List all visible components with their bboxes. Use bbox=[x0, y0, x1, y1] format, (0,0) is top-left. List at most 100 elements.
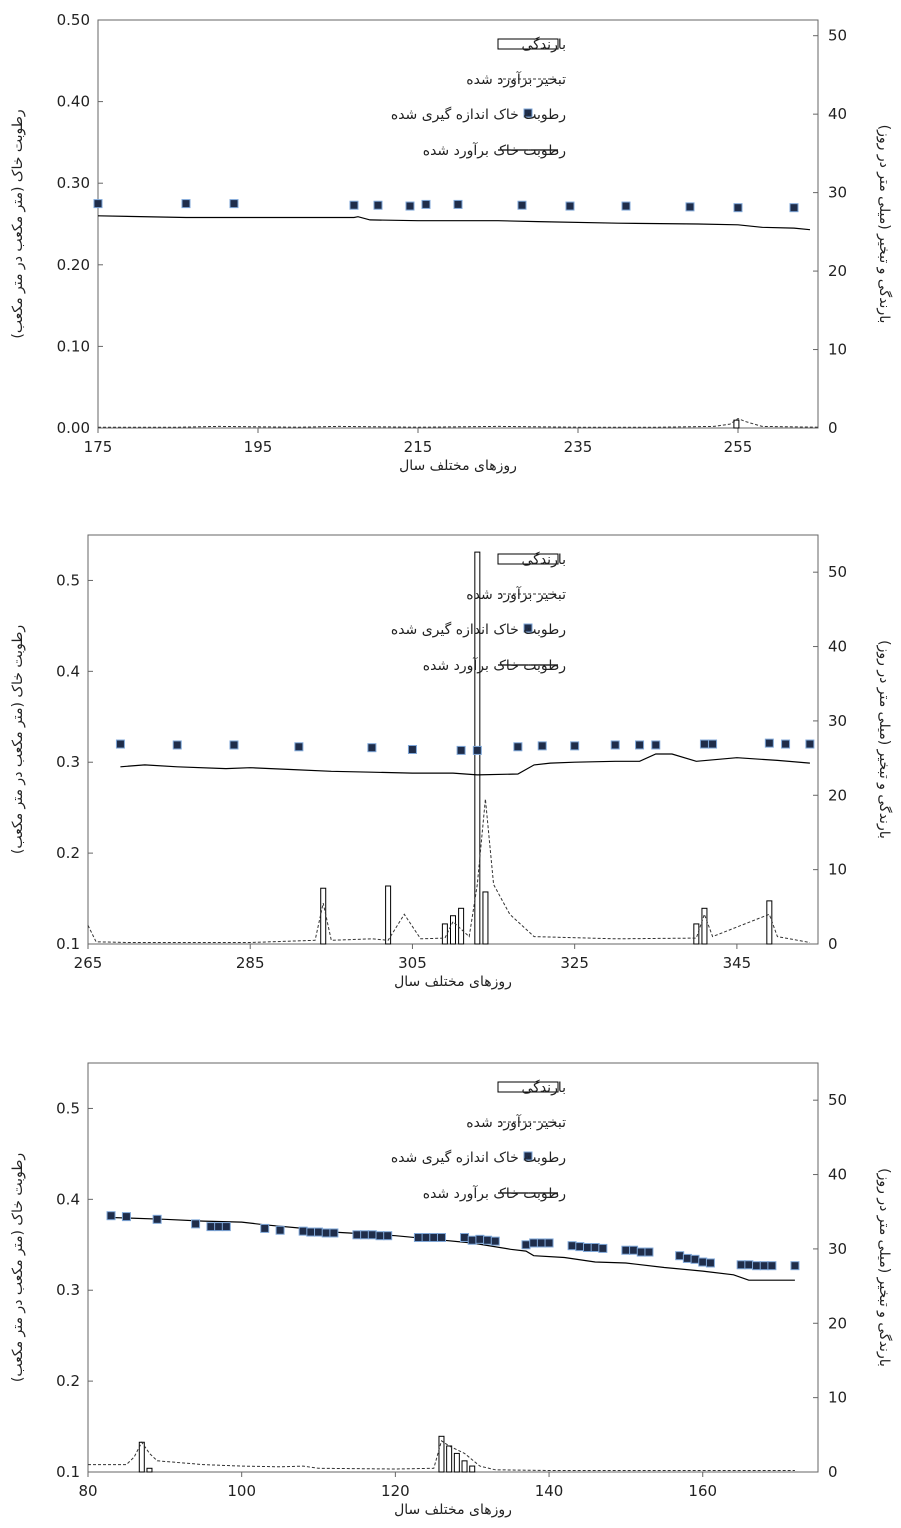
y-left-tick-label: 0.30 bbox=[57, 174, 90, 192]
measured-moisture-point bbox=[708, 739, 718, 749]
measured-moisture-point bbox=[644, 1247, 654, 1257]
measured-moisture-point bbox=[483, 1235, 493, 1245]
x-tick-label: 235 bbox=[564, 438, 593, 456]
y-right-tick-label: 0 bbox=[828, 935, 838, 953]
measured-moisture-point bbox=[214, 1222, 224, 1232]
y-right-tick-label: 0 bbox=[828, 419, 838, 437]
measured-moisture-point bbox=[349, 200, 359, 210]
legend-estimated-label: رطوبت خاک برآورد شده bbox=[423, 657, 566, 674]
estimated-moisture-line bbox=[120, 753, 810, 776]
y-right-tick-label: 10 bbox=[828, 1389, 847, 1407]
measured-moisture-point bbox=[490, 1236, 500, 1246]
measured-moisture-point bbox=[570, 741, 580, 751]
x-axis-title: روزهای مختلف سال bbox=[399, 458, 517, 474]
y-right-tick-label: 20 bbox=[828, 786, 847, 804]
x-tick-label: 140 bbox=[535, 1482, 564, 1500]
legend-measured-label: رطوبت خاک اندازه گیری شده bbox=[391, 621, 566, 638]
y-right-tick-label: 40 bbox=[828, 638, 847, 656]
chart-3: 0.1 0.2 0.3 0.4 0.5 0 10 20 30 40 50 80 100 120 140 160… bbox=[10, 1062, 893, 1518]
rainfall-bar bbox=[146, 1467, 153, 1473]
y-right-axis-title: بارندگی و تبخیر (میلی متر در روز) bbox=[876, 640, 893, 839]
rainfall-bar bbox=[453, 1452, 460, 1473]
legend: بارندگی تبخیر برآورد شده رطوبت خاک اندازه … bbox=[391, 36, 566, 159]
measured-moisture-point bbox=[598, 1243, 608, 1253]
plot-frame bbox=[97, 19, 819, 429]
measured-moisture-point bbox=[582, 1243, 592, 1253]
x-tick-label: 120 bbox=[381, 1482, 410, 1500]
measured-moisture-point bbox=[575, 1242, 585, 1252]
y-right-tick-label: 50 bbox=[828, 563, 847, 581]
measured-moisture-point bbox=[759, 1261, 769, 1271]
measured-moisture-point bbox=[306, 1227, 316, 1237]
measured-moisture-point bbox=[567, 1241, 577, 1251]
measured-moisture-point bbox=[744, 1260, 754, 1270]
y-left-tick-label: 0.2 bbox=[56, 1372, 80, 1390]
x-tick-label: 100 bbox=[227, 1482, 256, 1500]
measured-moisture-point bbox=[421, 1233, 431, 1243]
measured-moisture-point bbox=[764, 738, 774, 748]
chart-1: 0.00 0.10 0.20 0.30 0.40 0.50 0 10 20 30 40 50 175 19… bbox=[10, 11, 893, 474]
measured-moisture-point bbox=[206, 1222, 216, 1232]
y-left-tick-label: 0.3 bbox=[56, 1281, 80, 1299]
y-left-axis-title: رطوبت خاک (متر مکعب در متر مکعب) bbox=[10, 109, 26, 338]
y-left-tick-label: 0.20 bbox=[57, 256, 90, 274]
measured-moisture-point bbox=[93, 199, 103, 209]
legend: بارندگی تبخیر برآورد شده رطوبت خاک اندازه … bbox=[391, 551, 566, 674]
y-right-axis-title: بارندگی و تبخیر (میلی متر در روز) bbox=[876, 1168, 893, 1367]
y-left-tick-label: 0.5 bbox=[56, 1099, 80, 1117]
rainfall-bar bbox=[438, 1435, 445, 1473]
measured-moisture-point bbox=[429, 1233, 439, 1243]
y-left-tick-label: 0.10 bbox=[57, 337, 90, 355]
legend-rain-swatch bbox=[497, 38, 559, 50]
x-tick-label: 305 bbox=[398, 954, 427, 972]
y-right-tick-label: 40 bbox=[828, 105, 847, 123]
y-left-tick-label: 0.00 bbox=[57, 419, 90, 437]
y-left-tick-label: 0.1 bbox=[56, 1463, 80, 1481]
measured-moisture-point bbox=[106, 1211, 116, 1221]
x-tick-label: 195 bbox=[244, 438, 273, 456]
rainfall-bar bbox=[441, 923, 448, 945]
chart-2: 0.1 0.2 0.3 0.4 0.5 0 10 20 30 40 50 265 285 305 325 34… bbox=[10, 534, 893, 990]
measured-moisture-point bbox=[456, 745, 466, 755]
measured-moisture-point bbox=[475, 1234, 485, 1244]
legend-measured-swatch bbox=[523, 108, 533, 118]
x-tick-label: 345 bbox=[723, 954, 752, 972]
rainfall-bar bbox=[461, 1460, 468, 1473]
measured-moisture-point bbox=[636, 1247, 646, 1257]
measured-moisture-point bbox=[460, 1233, 470, 1243]
measured-moisture-point bbox=[682, 1253, 692, 1263]
measured-moisture-point bbox=[229, 199, 239, 209]
measured-moisture-point bbox=[736, 1260, 746, 1270]
measured-moisture-point bbox=[705, 1258, 715, 1268]
measured-moisture-point bbox=[298, 1226, 308, 1236]
measured-moisture-point bbox=[590, 1243, 600, 1253]
x-tick-label: 160 bbox=[688, 1482, 717, 1500]
measured-moisture-point bbox=[790, 1261, 800, 1271]
rainfall-bar bbox=[458, 907, 465, 945]
measured-moisture-point bbox=[367, 1230, 377, 1240]
x-tick-label: 215 bbox=[404, 438, 433, 456]
measured-moisture-point bbox=[805, 739, 815, 749]
legend-rain-label: بارندگی bbox=[521, 1079, 566, 1096]
legend-rain-swatch bbox=[497, 1081, 559, 1093]
measured-moisture-point bbox=[752, 1261, 762, 1271]
measured-moisture-point bbox=[521, 1240, 531, 1250]
estimated-moisture-line bbox=[111, 1216, 795, 1281]
measured-moisture-point bbox=[314, 1227, 324, 1237]
measured-moisture-point bbox=[294, 742, 304, 752]
legend-measured-swatch bbox=[523, 623, 533, 633]
rainfall-bar bbox=[450, 915, 456, 945]
legend-measured-label: رطوبت خاک اندازه گیری شده bbox=[391, 1149, 566, 1166]
rainfall-bar bbox=[320, 887, 327, 945]
measured-moisture-point bbox=[537, 741, 547, 751]
measured-moisture-point bbox=[536, 1238, 546, 1248]
x-tick-label: 285 bbox=[236, 954, 265, 972]
measured-moisture-point bbox=[472, 745, 482, 755]
measured-moisture-point bbox=[529, 1238, 539, 1248]
x-axis-title: روزهای مختلف سال bbox=[394, 974, 512, 990]
measured-moisture-point bbox=[421, 199, 431, 209]
measured-moisture-point bbox=[767, 1261, 777, 1271]
measured-moisture-point bbox=[121, 1212, 131, 1222]
x-tick-label: 265 bbox=[74, 954, 103, 972]
